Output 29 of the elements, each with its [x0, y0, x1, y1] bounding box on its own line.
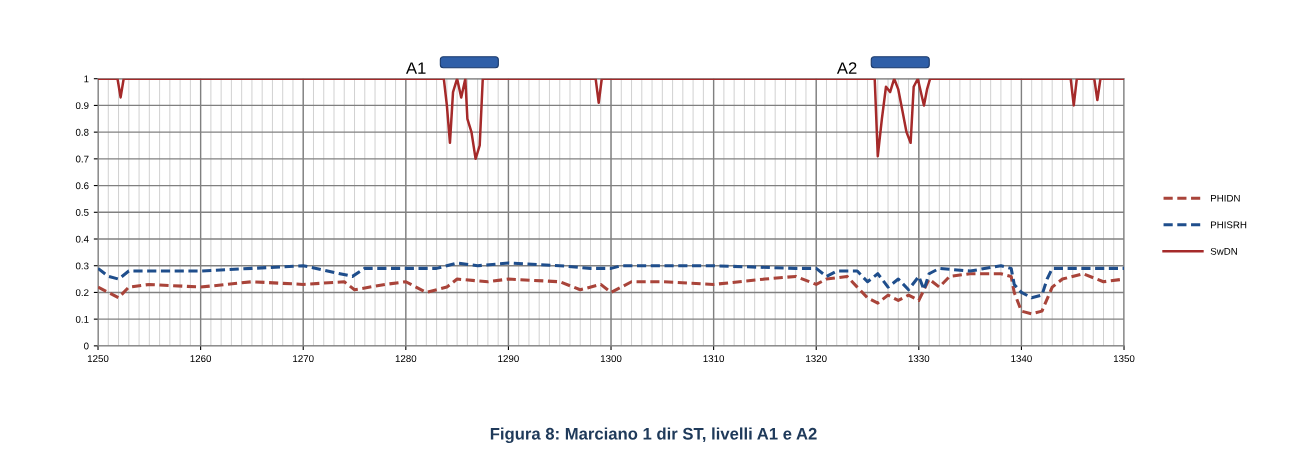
- legend-label: PHISRH: [1211, 221, 1247, 229]
- legend-label: SwDN: [1210, 247, 1237, 255]
- legend-label: PHIDN: [1211, 194, 1240, 202]
- x-tick-label: 1260: [190, 355, 212, 363]
- line-series: [98, 261, 1125, 300]
- y-tick-label: 0.5: [75, 209, 89, 216]
- y-tick-label: 0.4: [75, 235, 89, 243]
- x-tick-label: 1310: [703, 355, 725, 363]
- x-tick-label: 1280: [395, 355, 417, 363]
- y-tick-label: 0.3: [75, 262, 89, 270]
- y-tick-label: 1: [84, 75, 89, 83]
- y-tick-label: 0.8: [75, 128, 89, 136]
- y-tick-label: 0.6: [75, 182, 89, 190]
- x-tick-label: 1340: [1011, 355, 1032, 363]
- text: Figura 8: Marciano 1 dir ST, livelli A1 e A2: [490, 427, 817, 444]
- x-tick-label: 1350: [1113, 355, 1135, 363]
- y-tick-label: 0.1: [75, 315, 89, 323]
- x-tick-label: 1250: [87, 355, 109, 363]
- annotation: A1: [405, 62, 426, 74]
- x-tick-label: 1330: [908, 355, 930, 363]
- y-tick-label: 0.9: [75, 102, 89, 110]
- y-tick-label: 0.2: [75, 289, 89, 297]
- x-tick-label: 1320: [806, 355, 827, 363]
- y-tick-label: 0: [83, 342, 89, 350]
- y-tick-label: 0.7: [75, 155, 89, 163]
- x-tick-label: 1290: [498, 355, 519, 363]
- x-tick-label: 1300: [600, 355, 622, 363]
- x-tick-label: 1270: [293, 355, 314, 363]
- annotation: A2: [836, 62, 857, 74]
